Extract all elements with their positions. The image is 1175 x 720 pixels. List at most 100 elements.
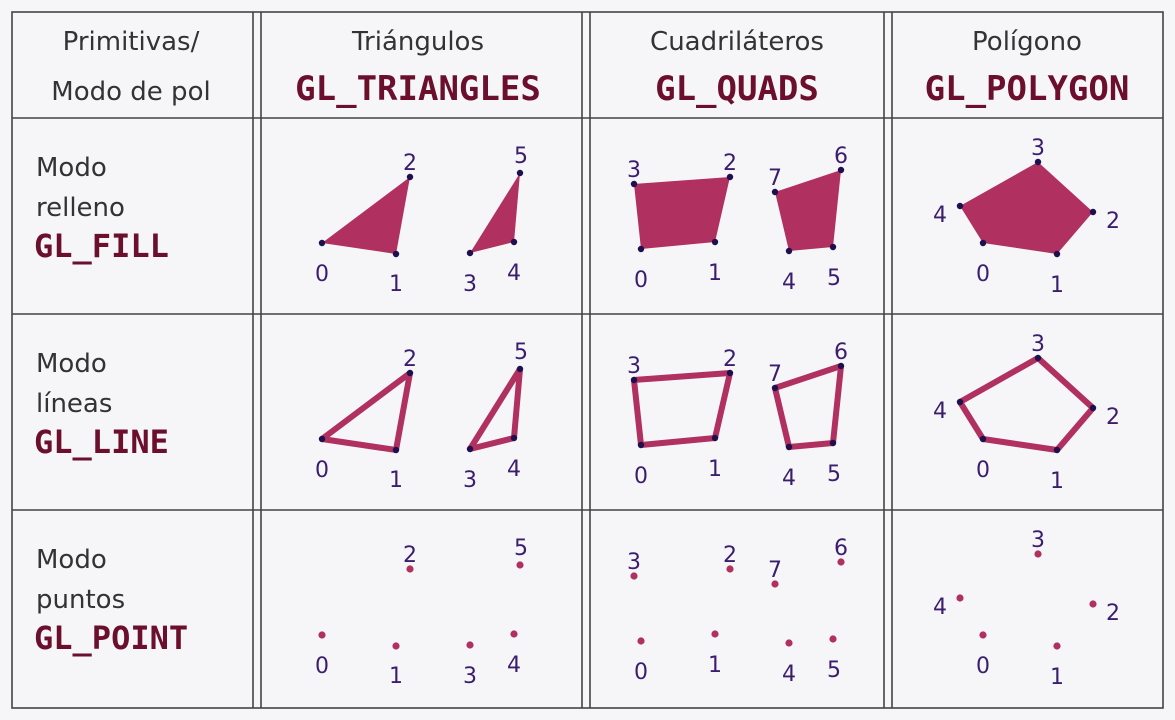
polygon-vertex-dot-point-0 [979,631,987,639]
quads-fill-shape-0 [634,177,730,249]
quads-vertex-dot-line-3 [630,376,638,384]
corner-label-line1: Primitivas/ [63,27,200,57]
column-title-quads: Cuadriláteros [650,27,824,57]
triangles-vertex-label-point-4: 4 [507,653,521,678]
quads-vertex-label-point-3: 3 [627,550,641,575]
polygon-vertex-label-point-2: 2 [1106,601,1120,626]
quads-vertex-dot-line-2 [726,369,734,377]
quads-vertex-label-fill-3: 3 [627,158,641,183]
triangles-vertex-dot-line-4 [510,434,518,442]
triangles-vertex-dot-point-2 [406,565,414,573]
quads-vertex-label-point-4: 4 [782,662,796,687]
polygon-vertex-label-point-1: 1 [1050,665,1064,690]
row-fill-line1: Modo [36,153,107,183]
polygon-vertex-dot-fill-4 [956,202,964,210]
quads-vertex-dot-point-3 [630,572,638,580]
polygon-vertex-dot-fill-0 [979,239,987,247]
quads-vertex-dot-line-5 [829,439,837,447]
triangles-vertex-label-fill-1: 1 [389,272,403,297]
triangles-vertex-label-point-2: 2 [403,543,417,568]
polygon-vertex-label-fill-4: 4 [933,203,947,228]
quads-vertex-dot-fill-3 [630,180,638,188]
quads-vertex-label-line-2: 2 [723,347,737,372]
quads-vertex-label-point-7: 7 [768,558,782,583]
triangles-vertex-dot-fill-2 [406,173,414,181]
quads-vertex-label-line-3: 3 [627,354,641,379]
quads-line-shape-0 [631,370,733,448]
triangles-vertex-dot-line-0 [318,435,326,443]
quads-vertex-label-fill-6: 6 [834,144,848,169]
triangles-vertex-dot-fill-0 [318,239,326,247]
triangles-vertex-label-point-0: 0 [315,654,329,679]
quads-vertex-dot-point-1 [711,630,719,638]
polygon-vertex-label-point-0: 0 [976,654,990,679]
polygon-vertex-dot-fill-2 [1089,208,1097,216]
quads-vertex-dot-point-0 [637,637,645,645]
row-line-code: GL_LINE [34,423,169,461]
triangles-vertex-label-line-4: 4 [507,457,521,482]
triangles-vertex-label-fill-4: 4 [507,261,521,286]
polygon-vertex-dot-point-3 [1034,550,1042,558]
quads-vertex-dot-point-4 [785,639,793,647]
polygon-vertex-label-point-4: 4 [933,595,947,620]
polygon-vertex-label-fill-1: 1 [1050,273,1064,298]
quads-vertex-label-fill-7: 7 [768,166,782,191]
triangles-line-shape-0 [319,370,413,453]
polygon-vertex-label-point-3: 3 [1031,528,1045,553]
column-code-quads: GL_QUADS [655,69,819,109]
quads-vertex-dot-fill-5 [829,243,837,251]
quads-vertex-label-point-0: 0 [634,660,648,685]
triangles-vertex-label-fill-2: 2 [403,151,417,176]
quads-vertex-dot-fill-0 [637,245,645,253]
polygon-vertex-dot-line-2 [1089,404,1097,412]
quads-vertex-dot-fill-1 [711,238,719,246]
triangles-vertex-dot-fill-1 [392,250,400,258]
quads-vertex-dot-point-6 [837,558,845,566]
quads-vertex-dot-point-2 [726,565,734,573]
quads-line-shape-1 [772,363,844,450]
polygon-vertex-dot-line-0 [979,435,987,443]
triangles-vertex-label-line-0: 0 [315,458,329,483]
polygon-fill-shape-0 [960,162,1093,254]
quads-vertex-label-fill-4: 4 [782,270,796,295]
triangles-vertex-dot-fill-3 [466,249,474,257]
row-line-line2: líneas [36,389,112,419]
triangles-line-shape-1 [467,366,523,452]
polygon-vertex-dot-line-4 [956,398,964,406]
triangles-vertex-label-line-5: 5 [514,340,528,365]
quads-vertex-dot-fill-2 [726,173,734,181]
triangles-fill-shape-0 [322,177,410,254]
triangles-vertex-label-point-1: 1 [389,664,403,689]
header-row: Primitivas/ Modo de pol Triángulos GL_TR… [51,27,1129,109]
quads-vertex-dot-line-6 [837,362,845,370]
quads-vertex-label-point-2: 2 [723,543,737,568]
row-point-line1: Modo [36,545,107,575]
row-header-fill: Modo relleno GL_FILL [34,153,169,265]
polygon-vertex-label-line-0: 0 [976,458,990,483]
polygon-line-shape-0 [957,355,1096,453]
polygon-vertex-dot-fill-1 [1053,250,1061,258]
row-point-line2: puntos [36,585,125,615]
polygon-vertex-label-fill-3: 3 [1031,136,1045,161]
polygon-vertex-dot-point-4 [956,594,964,602]
polygon-vertex-dot-point-2 [1089,600,1097,608]
quads-vertex-dot-point-7 [771,580,779,588]
row-line-line1: Modo [36,349,107,379]
triangles-vertex-label-point-3: 3 [463,664,477,689]
triangles-vertex-dot-point-4 [510,630,518,638]
quads-vertex-label-line-1: 1 [708,457,722,482]
quads-vertex-dot-fill-6 [837,166,845,174]
column-code-triangles: GL_TRIANGLES [295,69,541,109]
triangles-vertex-dot-fill-4 [510,238,518,246]
quads-vertex-dot-line-1 [711,434,719,442]
row-header-point: Modo puntos GL_POINT [34,545,188,657]
quads-vertex-label-point-1: 1 [708,653,722,678]
quads-vertex-label-point-6: 6 [834,536,848,561]
quads-vertex-dot-line-0 [637,441,645,449]
triangles-vertex-label-fill-0: 0 [315,262,329,287]
primitive-cells: 0 1 2 3 4 5 0 1 2 3 4 5 6 7 0 1 2 3 4 0 1 2 3 4 5 0 1 2 3 4 5 6 7 0 1 2 3 4 0 1… [315,136,1120,690]
triangles-vertex-label-point-5: 5 [514,536,528,561]
polygon-vertex-label-fill-0: 0 [976,262,990,287]
triangles-vertex-label-line-1: 1 [389,468,403,493]
